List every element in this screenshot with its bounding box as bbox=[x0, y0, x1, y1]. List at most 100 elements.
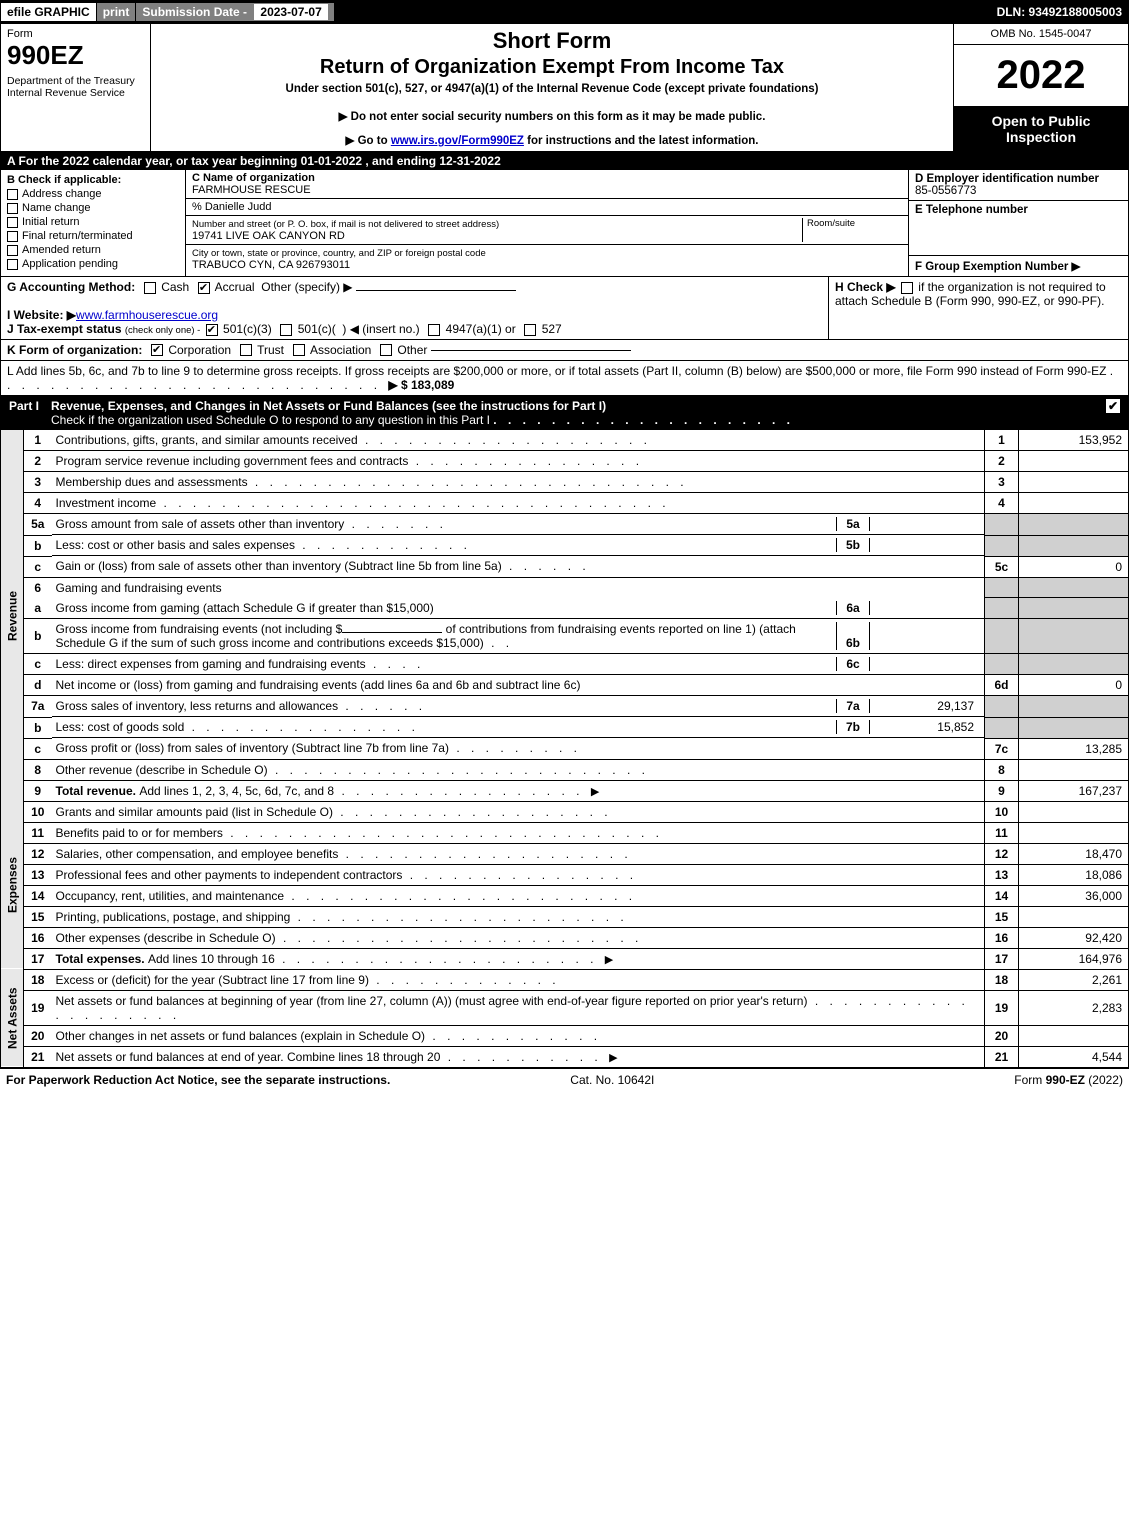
top-bar: efile GRAPHIC print Submission Date - 20… bbox=[0, 0, 1129, 24]
part1-title: Revenue, Expenses, and Changes in Net As… bbox=[51, 399, 794, 427]
chk-name-change[interactable]: Name change bbox=[7, 202, 179, 214]
line-value: 0 bbox=[1019, 675, 1129, 696]
chk-amended-return[interactable]: Amended return bbox=[7, 244, 179, 256]
line-ref: 8 bbox=[985, 759, 1019, 780]
line-ref: 21 bbox=[985, 1046, 1019, 1067]
part1-label: Part I bbox=[9, 399, 39, 413]
other-specify-input[interactable] bbox=[356, 290, 516, 291]
section-d: D Employer identification number 85-0556… bbox=[909, 170, 1128, 201]
line-value: 13,285 bbox=[1019, 738, 1129, 759]
chk-cash[interactable] bbox=[144, 282, 156, 294]
line-6: 6Gaming and fundraising events bbox=[1, 577, 1129, 598]
row-gh: G Accounting Method: Cash Accrual Other … bbox=[0, 277, 1129, 340]
line-num: 20 bbox=[24, 1025, 52, 1046]
chk-corporation[interactable] bbox=[151, 344, 163, 356]
chk-527[interactable] bbox=[524, 324, 536, 336]
line-ref: 5c bbox=[985, 556, 1019, 577]
line-text: Contributions, gifts, grants, and simila… bbox=[52, 430, 985, 451]
chk-other-org[interactable] bbox=[380, 344, 392, 356]
section-f: F Group Exemption Number ▶ bbox=[909, 256, 1128, 276]
line-num: 10 bbox=[24, 801, 52, 822]
mid-value bbox=[870, 517, 980, 531]
line-num: 8 bbox=[24, 759, 52, 780]
line-value: 18,470 bbox=[1019, 843, 1129, 864]
line-ref bbox=[985, 598, 1019, 619]
checkbox-icon bbox=[7, 217, 18, 228]
chk-501c3[interactable] bbox=[206, 324, 218, 336]
line-17: 17Total expenses. Add lines 10 through 1… bbox=[1, 948, 1129, 969]
part1-header: Part I Revenue, Expenses, and Changes in… bbox=[0, 396, 1129, 430]
submission-date: Submission Date - 2023-07-07 bbox=[136, 3, 333, 21]
mid-ref: 5b bbox=[836, 538, 870, 552]
line-text: Program service revenue including govern… bbox=[52, 451, 985, 472]
line-text: Less: direct expenses from gaming and fu… bbox=[52, 654, 985, 675]
line-num: 21 bbox=[24, 1046, 52, 1067]
mid-ref: 6c bbox=[836, 657, 870, 671]
mid-ref: 7a bbox=[836, 699, 870, 713]
line-2: 2Program service revenue including gover… bbox=[1, 451, 1129, 472]
line-value bbox=[1019, 451, 1129, 472]
f-label: F Group Exemption Number ▶ bbox=[915, 261, 1080, 273]
line-9: 9Total revenue. Add lines 1, 2, 3, 4, 5c… bbox=[1, 780, 1129, 801]
line-text: Occupancy, rent, utilities, and maintena… bbox=[52, 885, 985, 906]
chk-label: Application pending bbox=[22, 258, 118, 270]
line-num: 13 bbox=[24, 864, 52, 885]
line-ref: 13 bbox=[985, 864, 1019, 885]
chk-final-return[interactable]: Final return/terminated bbox=[7, 230, 179, 242]
chk-initial-return[interactable]: Initial return bbox=[7, 216, 179, 228]
line-num: 19 bbox=[24, 990, 52, 1025]
k-opt: Trust bbox=[257, 343, 284, 357]
chk-schedule-b[interactable] bbox=[901, 282, 913, 294]
chk-501c[interactable] bbox=[280, 324, 292, 336]
line-14: 14Occupancy, rent, utilities, and mainte… bbox=[1, 885, 1129, 906]
website-link[interactable]: www.farmhouserescue.org bbox=[76, 308, 218, 322]
i-label: I Website: ▶ bbox=[7, 308, 76, 322]
chk-accrual[interactable] bbox=[198, 282, 210, 294]
line-value bbox=[1019, 822, 1129, 843]
line-ref: 7c bbox=[985, 738, 1019, 759]
chk-label: Amended return bbox=[22, 244, 101, 256]
print-button[interactable]: print bbox=[97, 3, 137, 21]
other-org-input[interactable] bbox=[431, 350, 631, 351]
chk-trust[interactable] bbox=[240, 344, 252, 356]
line-16: 16Other expenses (describe in Schedule O… bbox=[1, 927, 1129, 948]
line-text: Net assets or fund balances at beginning… bbox=[52, 990, 985, 1025]
mid-ref: 5a bbox=[836, 517, 870, 531]
footer-right: Form 990-EZ (2022) bbox=[1014, 1073, 1123, 1087]
l-text: L Add lines 5b, 6c, and 7b to line 9 to … bbox=[7, 364, 1106, 378]
line-a: A For the 2022 calendar year, or tax yea… bbox=[0, 152, 1129, 170]
chk-application-pending[interactable]: Application pending bbox=[7, 258, 179, 270]
line-text: Printing, publications, postage, and shi… bbox=[52, 906, 985, 927]
line-text: Gaming and fundraising events bbox=[52, 577, 985, 598]
line-value bbox=[1019, 1025, 1129, 1046]
line-value bbox=[1019, 535, 1129, 556]
part1-checkbox[interactable] bbox=[1106, 399, 1120, 413]
dots: . . . . . . . . . . . . . . . . . . . . … bbox=[493, 413, 794, 427]
open-to-public: Open to Public Inspection bbox=[954, 106, 1128, 151]
contrib-amount-input[interactable] bbox=[342, 632, 442, 633]
line-value bbox=[1019, 619, 1129, 654]
line-text: Membership dues and assessments . . . . … bbox=[52, 472, 985, 493]
section-bcdef: B Check if applicable: Address change Na… bbox=[0, 170, 1129, 277]
section-k: K Form of organization: Corporation Trus… bbox=[0, 340, 1129, 361]
chk-label: Address change bbox=[22, 188, 102, 200]
irs-link[interactable]: www.irs.gov/Form990EZ bbox=[391, 135, 524, 147]
line-ref bbox=[985, 535, 1019, 556]
line-21: 21Net assets or fund balances at end of … bbox=[1, 1046, 1129, 1067]
line-num: 4 bbox=[24, 493, 52, 514]
line-ref: 20 bbox=[985, 1025, 1019, 1046]
org-name-row: C Name of organization FARMHOUSE RESCUE bbox=[186, 170, 908, 199]
mid-value: 15,852 bbox=[870, 720, 980, 734]
checkbox-icon bbox=[7, 259, 18, 270]
chk-address-change[interactable]: Address change bbox=[7, 188, 179, 200]
chk-label: Initial return bbox=[22, 216, 79, 228]
line-text: Gross sales of inventory, less returns a… bbox=[52, 696, 985, 717]
chk-association[interactable] bbox=[293, 344, 305, 356]
ein-value: 85-0556773 bbox=[915, 185, 976, 197]
chk-4947[interactable] bbox=[428, 324, 440, 336]
dln: DLN: 93492188005003 bbox=[991, 3, 1128, 21]
line-num: a bbox=[24, 598, 52, 619]
section-h: H Check ▶ if the organization is not req… bbox=[828, 277, 1128, 339]
line-ref: 16 bbox=[985, 927, 1019, 948]
j-label: J Tax-exempt status bbox=[7, 322, 122, 336]
